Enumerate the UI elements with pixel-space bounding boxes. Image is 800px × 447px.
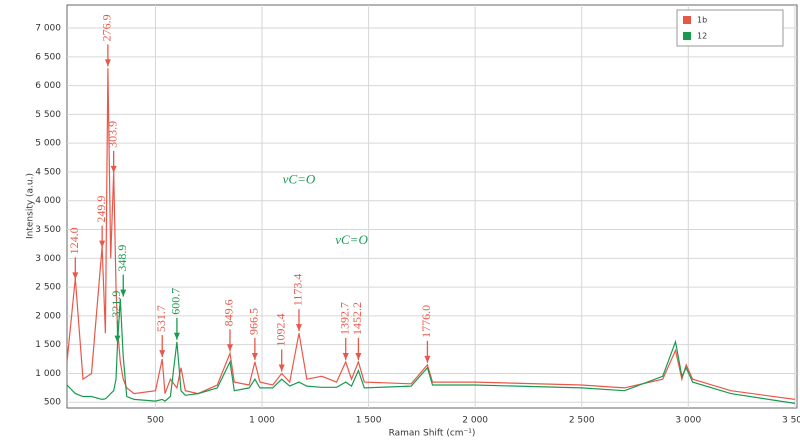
x-tick-label: 2 000 bbox=[462, 416, 488, 426]
arrow-head bbox=[110, 165, 117, 173]
arrow-head bbox=[173, 332, 180, 340]
y-tick-label: 5 000 bbox=[35, 139, 61, 149]
series-line bbox=[66, 298, 795, 404]
peak-annotation: 1173.4 bbox=[291, 274, 305, 332]
y-tick-label: 2 000 bbox=[35, 311, 61, 321]
annotation-label: 600.7 bbox=[169, 288, 183, 315]
series-line bbox=[66, 68, 795, 400]
arrow-head bbox=[226, 344, 233, 352]
annotation-label: 1173.4 bbox=[291, 274, 305, 307]
peak-annotation: 303.9 bbox=[105, 121, 119, 173]
handwritten-note: νC=O bbox=[335, 232, 368, 247]
x-tick-label: 2 500 bbox=[569, 416, 595, 426]
y-tick-label: 6 000 bbox=[35, 81, 61, 91]
arrow-head bbox=[251, 352, 258, 360]
annotation-label: 321.9 bbox=[109, 291, 123, 318]
y-tick-label: 3 500 bbox=[35, 225, 61, 235]
arrow-head bbox=[159, 350, 166, 358]
handwritten-note: νC=O bbox=[283, 172, 316, 187]
annotation-label: 1092.4 bbox=[273, 313, 287, 346]
legend-swatch bbox=[683, 16, 691, 24]
x-tick-label: 500 bbox=[147, 416, 164, 426]
annotation-label: 1776.0 bbox=[419, 305, 433, 338]
y-tick-label: 3 000 bbox=[35, 254, 61, 264]
peak-annotation: 1092.4 bbox=[273, 313, 287, 372]
x-tick-label: 3 500 bbox=[782, 416, 800, 426]
y-axis-title: Intensity (a.u.) bbox=[26, 173, 36, 239]
y-tick-label: 1 000 bbox=[35, 369, 61, 379]
peak-annotation: 321.9 bbox=[109, 291, 123, 343]
legend-label: 1b bbox=[697, 16, 707, 25]
arrow-head bbox=[342, 352, 349, 360]
annotation-label: 849.6 bbox=[222, 299, 236, 326]
peak-annotation: 1392.7 bbox=[337, 302, 351, 360]
peak-annotation: 849.6 bbox=[222, 299, 236, 352]
legend-swatch bbox=[683, 32, 691, 40]
arrow-head bbox=[424, 355, 431, 363]
y-tick-label: 5 500 bbox=[35, 110, 61, 120]
annotation-label: 1392.7 bbox=[337, 302, 351, 335]
peak-annotation: 1452.2 bbox=[350, 302, 364, 360]
y-tick-label: 1 500 bbox=[35, 340, 61, 350]
peak-annotation: 348.9 bbox=[115, 245, 129, 297]
peak-annotation: 531.7 bbox=[154, 305, 168, 358]
y-tick-label: 7 000 bbox=[35, 24, 61, 34]
peak-annotation: 249.9 bbox=[94, 196, 108, 248]
arrow-head bbox=[104, 59, 111, 67]
annotation-label: 531.7 bbox=[154, 305, 168, 332]
annotation-label: 303.9 bbox=[105, 121, 119, 148]
annotation-label: 276.9 bbox=[100, 14, 114, 41]
y-tick-label: 4 000 bbox=[35, 196, 61, 206]
x-axis-title: Raman Shift (cm⁻¹) bbox=[389, 429, 476, 439]
peak-annotation: 1776.0 bbox=[419, 305, 433, 363]
y-tick-label: 4 500 bbox=[35, 167, 61, 177]
arrow-head bbox=[120, 289, 127, 297]
y-tick-label: 6 500 bbox=[35, 52, 61, 62]
y-tick-label: 500 bbox=[44, 398, 61, 408]
arrow-head bbox=[72, 272, 79, 280]
arrow-head bbox=[295, 324, 302, 332]
x-tick-label: 1 500 bbox=[356, 416, 382, 426]
annotation-label: 348.9 bbox=[115, 245, 129, 272]
annotation-label: 966.5 bbox=[247, 308, 261, 335]
annotation-label: 124.0 bbox=[67, 227, 81, 254]
peak-annotation: 966.5 bbox=[247, 308, 261, 360]
arrow-head bbox=[355, 352, 362, 360]
x-tick-label: 3 000 bbox=[675, 416, 701, 426]
annotation-label: 249.9 bbox=[94, 196, 108, 223]
x-tick-label: 1 000 bbox=[249, 416, 275, 426]
arrow-head bbox=[278, 364, 285, 372]
y-tick-label: 2 500 bbox=[35, 283, 61, 293]
arrow-head bbox=[99, 240, 106, 248]
peak-annotation: 124.0 bbox=[67, 227, 81, 280]
arrow-head bbox=[114, 335, 121, 343]
peak-annotation: 600.7 bbox=[169, 288, 183, 340]
annotation-label: 1452.2 bbox=[350, 302, 364, 335]
peak-annotation: 276.9 bbox=[100, 14, 114, 67]
legend: 1b 12 bbox=[676, 9, 784, 47]
legend-box bbox=[676, 9, 784, 47]
legend-label: 12 bbox=[697, 32, 707, 41]
